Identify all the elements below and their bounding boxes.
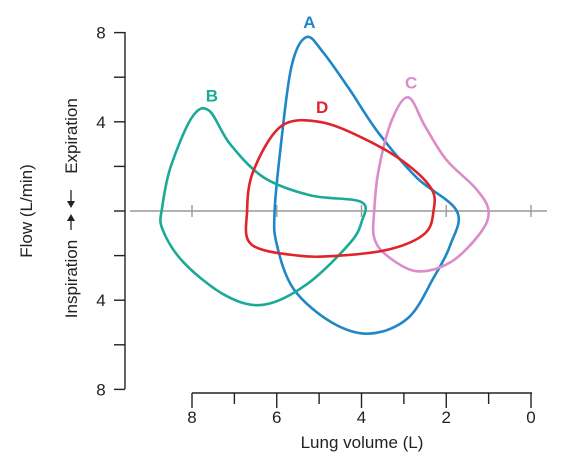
flow-volume-loops [159,35,490,335]
x-axis: 8 6 4 2 0 Lung volume (L) [187,392,536,452]
loop-b-label: B [206,87,218,106]
loop-c-label: C [405,73,417,92]
x-tick-label: 4 [357,408,366,427]
x-tick-label: 8 [187,408,196,427]
loop-a-label: A [303,13,315,32]
loop-c-curve [371,96,490,273]
expiration-arrow-head [67,201,75,208]
y-axis-ticks: 8 4 4 8 [96,24,125,399]
loop-b-curve [159,107,368,307]
y-tick-label: 8 [96,380,105,399]
x-tick-label: 6 [272,408,281,427]
zero-line-ticks [191,205,532,217]
loop-d-curve [244,118,437,259]
x-tick-label: 2 [442,408,451,427]
loop-d-label: D [316,98,328,117]
inspiration-arrow-head [67,214,75,221]
y-tick-label: 8 [96,24,105,43]
loop-labels: A B C D [206,13,417,117]
x-axis-title: Lung volume (L) [301,433,424,452]
y-tick-label: 4 [96,291,105,310]
x-axis-ticks: 8 6 4 2 0 [187,393,536,427]
x-tick-label: 0 [526,408,535,427]
y-axis-inspiration-label: Inspiration [62,240,81,318]
y-axis-title: Flow (L/min) Inspiration Expiration [17,98,81,318]
loop-a-curve [272,35,461,335]
y-tick-label: 4 [96,113,105,132]
y-axis-flow-label: Flow (L/min) [17,164,36,258]
y-axis-expiration-label: Expiration [62,98,81,174]
y-axis: 8 4 4 8 [96,24,126,399]
